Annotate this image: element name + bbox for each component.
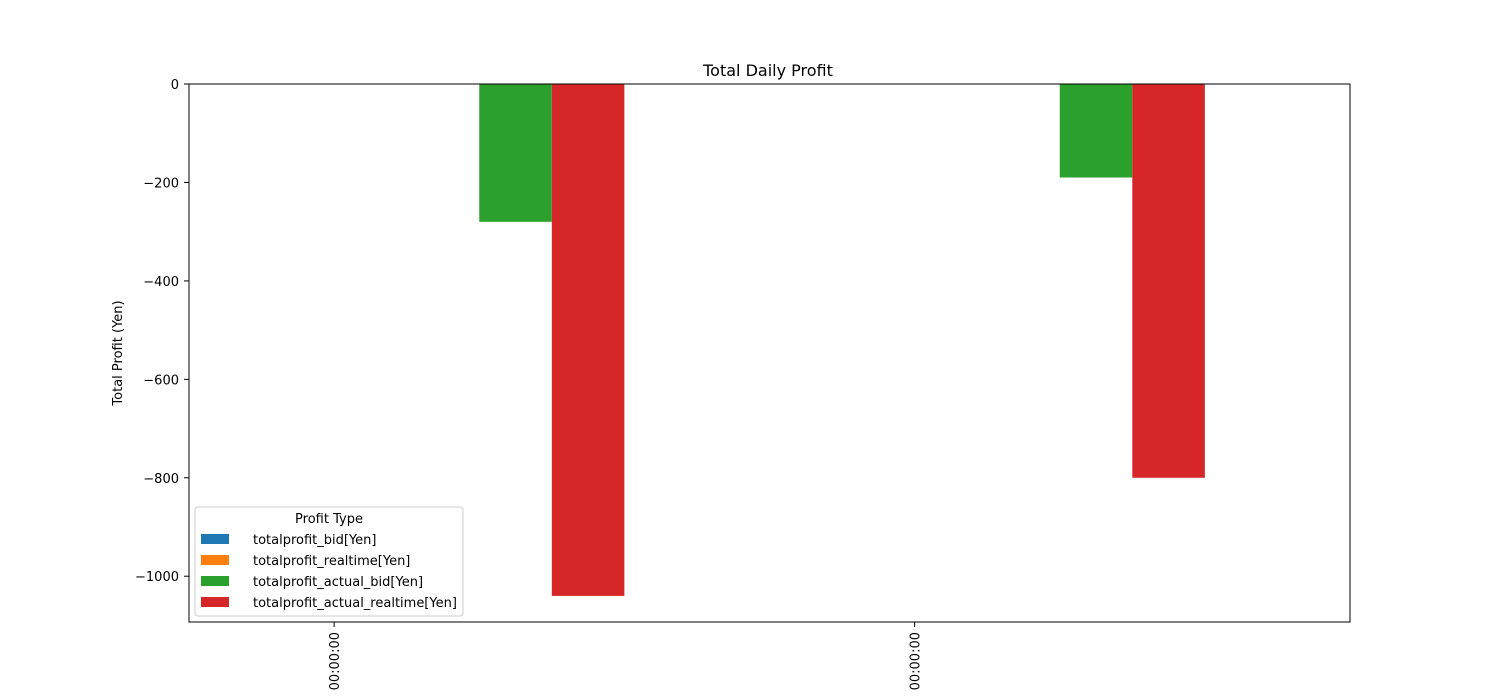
- x-axis: 00:00:00 00:00:00: [328, 622, 924, 690]
- y-tick-label: −600: [143, 373, 179, 388]
- bars-layer: [479, 84, 1205, 596]
- bar: [1059, 84, 1133, 178]
- y-tick-label: 0: [171, 78, 179, 93]
- legend-title: Profit Type: [295, 512, 363, 527]
- bar: [1132, 84, 1205, 478]
- legend-entry: totalprofit_actual_bid[Yen]: [253, 575, 423, 590]
- legend: Profit Type totalprofit_bid[Yen] totalprof…: [194, 506, 464, 617]
- y-axis-label: Total Profit (Yen): [111, 300, 126, 406]
- bar: [479, 84, 552, 222]
- y-tick-label: −1000: [135, 570, 179, 585]
- bar: [551, 84, 625, 596]
- legend-entry: totalprofit_realtime[Yen]: [253, 554, 410, 569]
- legend-swatch: [201, 534, 229, 544]
- y-tick-label: −800: [143, 472, 179, 487]
- legend-swatch: [201, 555, 229, 565]
- legend-box: [194, 506, 464, 617]
- legend-entry: totalprofit_bid[Yen]: [253, 533, 377, 548]
- legend-swatch: [201, 576, 229, 586]
- x-tick-label: 00:00:00: [909, 632, 924, 690]
- legend-swatch: [201, 597, 229, 607]
- legend-entry: totalprofit_actual_realtime[Yen]: [253, 596, 457, 611]
- plot-frame: [188, 83, 1351, 623]
- chart-title: Total Daily Profit: [702, 61, 833, 80]
- y-axis: 0 −200 −400 −600 −800 −1000: [135, 78, 189, 585]
- y-tick-label: −400: [143, 275, 179, 290]
- y-tick-label: −200: [143, 176, 179, 191]
- x-tick-label: 00:00:00: [328, 632, 343, 690]
